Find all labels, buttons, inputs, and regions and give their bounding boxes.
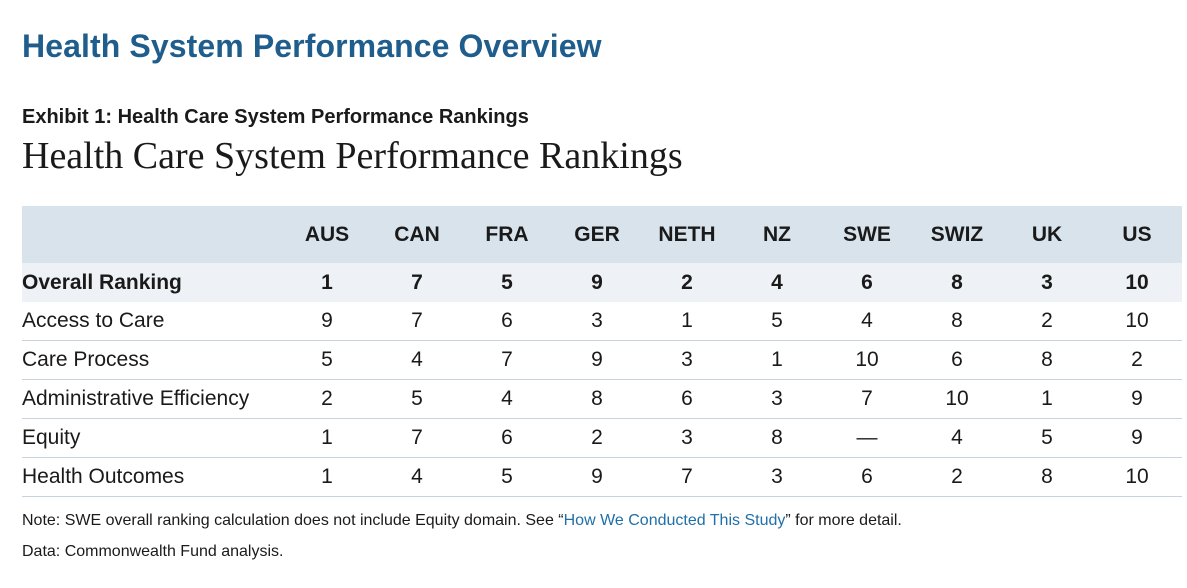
table-cell: 5 [321,348,333,371]
table-cell: 2 [1041,309,1053,332]
table-cell: 1 [1041,387,1053,410]
table-cell: 10 [945,387,969,410]
column-header: SWIZ [930,223,984,246]
page-title: Health System Performance Overview [22,28,602,64]
table-cell: 3 [681,426,693,449]
table-cell: 9 [591,270,603,294]
table-cell: 8 [1041,465,1053,488]
column-header: NZ [763,223,791,246]
table-cell: 2 [951,465,963,488]
table-cell: 6 [861,270,873,294]
table-cell: 9 [1131,426,1143,449]
footnote-suffix: ” for more detail. [785,512,902,529]
table-cell: 1 [681,309,693,332]
column-header: FRA [485,223,529,246]
table-cell: 1 [771,348,783,371]
row-label: Equity [22,426,81,449]
table-cell: 2 [681,270,693,294]
table-cell: 1 [321,426,333,449]
table-cell: 7 [411,426,423,449]
table-cell: 4 [411,465,423,488]
column-header: UK [1031,223,1063,246]
column-header: US [1122,223,1152,246]
table-cell: 3 [771,465,783,488]
footnote-prefix: Note: SWE overall ranking calculation do… [22,512,564,529]
table-row-access-to-care: Access to Care 9 7 6 3 1 5 4 8 2 10 [22,302,1182,341]
table-cell: 10 [855,348,879,371]
column-header: CAN [394,223,440,246]
table-cell: — [856,426,878,449]
table-row-overall-ranking: Overall Ranking 1 7 5 9 2 4 6 8 3 10 [22,263,1182,302]
footnote: Note: SWE overall ranking calculation do… [22,512,902,530]
table-cell: 1 [321,270,333,294]
table-cell: 1 [321,465,333,488]
table-cell: 9 [1131,387,1143,410]
column-header: AUS [304,223,350,246]
table-cell: 7 [411,270,423,294]
table-cell: 6 [951,348,963,371]
table-cell: 8 [591,387,603,410]
table-cell: 5 [1041,426,1053,449]
row-label: Health Outcomes [22,465,185,488]
table-cell: 5 [501,465,513,488]
table-cell: 4 [501,387,513,410]
table-cell: 7 [681,465,693,488]
table-cell: 7 [411,309,423,332]
table-cell: 4 [861,309,873,332]
table-cell: 7 [861,387,873,410]
column-header: NETH [658,223,716,246]
table-cell: 9 [591,348,603,371]
table-cell: 2 [1131,348,1143,371]
table-cell: 2 [321,387,333,410]
table-header-row: AUS CAN FRA GER NETH NZ SWE SWIZ UK US [22,206,1182,263]
table-row-care-process: Care Process 5 4 7 9 3 1 10 6 8 2 [22,341,1182,380]
table-cell: 3 [591,309,603,332]
table-row-administrative-efficiency: Administrative Efficiency 2 5 4 8 6 3 7 … [22,380,1182,419]
table-cell: 7 [501,348,513,371]
table-cell: 5 [501,270,513,294]
table-cell: 4 [771,270,783,294]
table-cell: 5 [411,387,423,410]
table-cell: 4 [411,348,423,371]
table-cell: 2 [591,426,603,449]
rankings-table: AUS CAN FRA GER NETH NZ SWE SWIZ UK US O… [22,206,1182,497]
table-cell: 9 [321,309,333,332]
table-cell: 8 [951,270,963,294]
row-label: Overall Ranking [22,270,182,294]
table-cell: 3 [681,348,693,371]
data-source: Data: Commonwealth Fund analysis. [22,543,284,560]
table-cell: 6 [861,465,873,488]
table-cell: 8 [771,426,783,449]
table-row-equity: Equity 1 7 6 2 3 8 — 4 5 9 [22,419,1182,458]
exhibit-title: Health Care System Performance Rankings [22,135,683,177]
table-cell: 6 [501,309,513,332]
table-cell: 9 [591,465,603,488]
table-row-health-outcomes: Health Outcomes 1 4 5 9 7 3 6 2 8 10 [22,458,1182,497]
table-cell: 3 [1041,270,1053,294]
table-cell: 8 [1041,348,1053,371]
table-cell: 4 [951,426,963,449]
table-cell: 5 [771,309,783,332]
column-header: GER [574,223,620,246]
row-label: Administrative Efficiency [22,387,250,410]
column-header: SWE [843,223,891,246]
row-label: Care Process [22,348,150,371]
row-label: Access to Care [22,309,165,332]
methodology-link[interactable]: How We Conducted This Study [563,512,786,529]
table-cell: 6 [501,426,513,449]
table-cell: 10 [1125,465,1149,488]
table-cell: 8 [951,309,963,332]
table-cell: 3 [771,387,783,410]
table-cell: 6 [681,387,693,410]
table-cell: 10 [1125,270,1149,294]
table-cell: 10 [1125,309,1149,332]
exhibit-label: Exhibit 1: Health Care System Performanc… [22,106,529,128]
